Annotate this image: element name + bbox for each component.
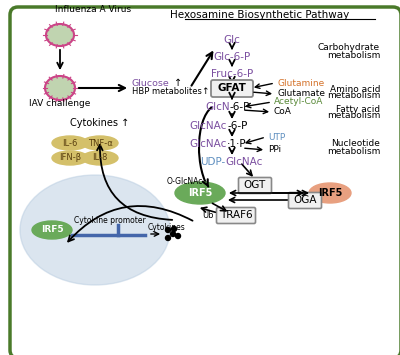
Ellipse shape — [82, 151, 118, 165]
Text: Acetyl-CoA: Acetyl-CoA — [274, 98, 323, 106]
Text: CoA: CoA — [274, 108, 292, 116]
Text: Cytokines ↑: Cytokines ↑ — [70, 118, 130, 128]
Text: ↑: ↑ — [174, 78, 182, 88]
Ellipse shape — [52, 136, 88, 150]
Text: metabolism: metabolism — [327, 92, 380, 100]
Ellipse shape — [32, 221, 72, 239]
Text: Nucleotide: Nucleotide — [331, 140, 380, 148]
Text: Glucose: Glucose — [132, 78, 170, 87]
Text: GlcNAc: GlcNAc — [190, 121, 227, 131]
Ellipse shape — [20, 175, 170, 285]
Text: ↑: ↑ — [201, 87, 208, 95]
Text: Cytokines: Cytokines — [148, 223, 186, 231]
Ellipse shape — [82, 136, 118, 150]
Text: Fruc-6-P: Fruc-6-P — [211, 69, 253, 79]
Text: metabolism: metabolism — [327, 50, 380, 60]
FancyBboxPatch shape — [211, 80, 253, 97]
Text: Carbohydrate: Carbohydrate — [318, 44, 380, 53]
Text: IL-8: IL-8 — [92, 153, 108, 163]
Text: GFAT: GFAT — [218, 83, 246, 93]
Text: -6-P: -6-P — [227, 121, 247, 131]
Circle shape — [166, 228, 170, 233]
Text: Glutamine: Glutamine — [277, 78, 324, 87]
Text: metabolism: metabolism — [327, 111, 380, 120]
FancyBboxPatch shape — [238, 178, 272, 193]
Text: GlcN: GlcN — [205, 102, 230, 112]
Text: IL-6: IL-6 — [62, 138, 78, 147]
FancyBboxPatch shape — [288, 192, 322, 208]
Text: Glc-6-P: Glc-6-P — [213, 52, 251, 62]
Text: OGA: OGA — [293, 195, 317, 205]
Ellipse shape — [46, 24, 74, 46]
Text: metabolism: metabolism — [327, 147, 380, 155]
Circle shape — [166, 235, 170, 240]
Text: Glutamate: Glutamate — [277, 89, 325, 98]
Text: Amino acid: Amino acid — [330, 84, 380, 93]
Ellipse shape — [52, 151, 88, 165]
Text: IRF5: IRF5 — [41, 225, 63, 235]
Text: GlcNAc: GlcNAc — [225, 157, 262, 167]
Text: TRAF6: TRAF6 — [220, 210, 252, 220]
Text: TNF-α: TNF-α — [88, 138, 112, 147]
Circle shape — [172, 226, 176, 231]
Text: IFN-β: IFN-β — [59, 153, 81, 163]
Text: UTP: UTP — [268, 132, 285, 142]
Text: Ub: Ub — [202, 211, 214, 219]
Text: Influenza A Virus: Influenza A Virus — [55, 5, 131, 15]
Text: Fatty acid: Fatty acid — [336, 104, 380, 114]
Text: IRF5: IRF5 — [188, 188, 212, 198]
Text: UDP-: UDP- — [200, 157, 225, 167]
Text: Cytokine promoter: Cytokine promoter — [74, 216, 146, 225]
Text: Hexosamine Biosynthetic Pathway: Hexosamine Biosynthetic Pathway — [170, 10, 350, 20]
Text: HBP metabolites: HBP metabolites — [132, 87, 202, 95]
Text: IRF5: IRF5 — [318, 188, 342, 198]
Circle shape — [170, 231, 176, 236]
Text: GlcNAc: GlcNAc — [190, 139, 227, 149]
FancyBboxPatch shape — [10, 7, 400, 355]
Text: ·1·P: ·1·P — [227, 139, 247, 149]
Text: IAV challenge: IAV challenge — [29, 99, 91, 109]
FancyBboxPatch shape — [216, 208, 256, 224]
Ellipse shape — [45, 76, 75, 100]
Ellipse shape — [309, 183, 351, 203]
Circle shape — [176, 234, 180, 239]
Text: -6-P: -6-P — [230, 102, 250, 112]
Text: O-GlcNAc: O-GlcNAc — [167, 176, 203, 186]
Text: OGT: OGT — [244, 180, 266, 190]
Text: PPi: PPi — [268, 146, 281, 154]
Text: Glc: Glc — [224, 35, 240, 45]
Ellipse shape — [175, 182, 225, 204]
